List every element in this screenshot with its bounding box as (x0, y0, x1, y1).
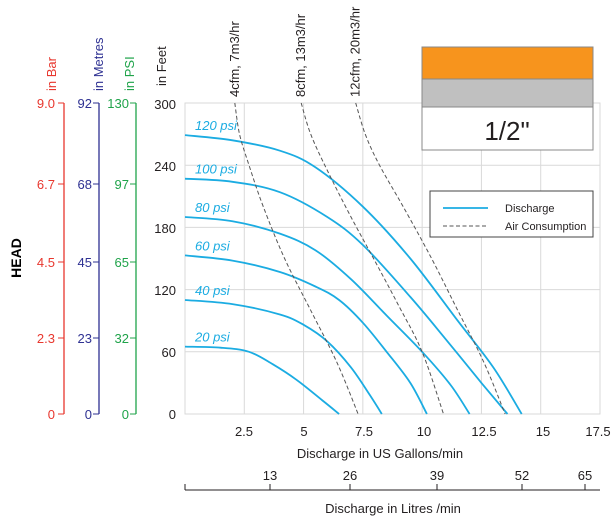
pressure-curve-label: 20 psi (194, 330, 231, 345)
psi-tick-label: 32 (115, 331, 129, 346)
lpm-tick-label: 13 (263, 468, 277, 483)
gpm-tick-label: 2.5 (235, 424, 253, 439)
feet-tick-label: 60 (162, 345, 176, 360)
lpm-tick-label: 65 (578, 468, 592, 483)
gpm-tick-label: 17.5 (585, 424, 610, 439)
air-curve-label: 8cfm, 13m3/hr (293, 13, 308, 97)
air-curve-12cfm-20m3-hr (355, 102, 506, 415)
size-badge: 1/2" (421, 46, 594, 151)
badge-size-label: 1/2" (484, 116, 529, 146)
pressure-curve-label: 40 psi (195, 283, 231, 298)
gpm-tick-label: 15 (536, 424, 550, 439)
psi-tick-label: 130 (107, 96, 129, 111)
discharge-curve-100-psi (184, 177, 509, 415)
lpm-tick-label: 26 (343, 468, 357, 483)
metres-tick-label: 23 (78, 331, 92, 346)
feet-axis-title: in Feet (154, 46, 169, 86)
gpm-tick-label: 5 (300, 424, 307, 439)
head-label: HEAD (8, 238, 24, 278)
curve-layer (184, 102, 523, 415)
legend-air-label: Air Consumption (505, 221, 586, 233)
feet-tick-label: 0 (169, 407, 176, 422)
psi-tick-label: 97 (115, 177, 129, 192)
air-curve-8cfm-13m3-hr (300, 102, 444, 415)
legend: Discharge Air Consumption (429, 190, 594, 238)
bar-tick-label: 4.5 (37, 255, 55, 270)
air-curve-4cfm-7m3-hr (234, 102, 359, 415)
metres-axis: in Metres 92 68 45 23 0 (78, 37, 106, 422)
metres-axis-title: in Metres (91, 37, 106, 91)
feet-axis: in Feet 300 240 180 120 60 0 (154, 46, 176, 422)
x-axis-lpm: 13 26 39 52 65 Discharge in Litres /min (184, 468, 600, 516)
badge-grey-band (421, 78, 594, 108)
metres-tick-label: 68 (78, 177, 92, 192)
gpm-axis-title: Discharge in US Gallons/min (297, 446, 463, 461)
pressure-curve-label: 60 psi (195, 238, 231, 253)
air-curve-label: 4cfm, 7m3/hr (227, 20, 242, 97)
x-axis-gpm: 2.5 5 7.5 10 12.5 15 17.5 Discharge in U… (235, 424, 611, 461)
feet-tick-label: 120 (154, 283, 176, 298)
psi-axis: in PSI 130 97 65 32 0 (107, 56, 137, 422)
bar-tick-label: 2.3 (37, 331, 55, 346)
feet-tick-label: 300 (154, 97, 176, 112)
feet-tick-label: 240 (154, 159, 176, 174)
metres-tick-label: 92 (78, 96, 92, 111)
curve-label-layer: 120 psi 100 psi 80 psi 60 psi 40 psi 20 psi 4c… (194, 6, 363, 345)
metres-tick-label: 45 (78, 255, 92, 270)
bar-axis-title: in Bar (44, 56, 59, 91)
badge-orange-band (421, 46, 594, 80)
psi-tick-label: 0 (122, 407, 129, 422)
pressure-curve-label: 120 psi (195, 118, 238, 133)
feet-tick-label: 180 (154, 221, 176, 236)
bar-tick-label: 9.0 (37, 96, 55, 111)
lpm-tick-label: 39 (430, 468, 444, 483)
psi-axis-title: in PSI (122, 56, 137, 91)
gpm-tick-label: 10 (417, 424, 431, 439)
bar-axis: in Bar 9.0 6.7 4.5 2.3 0 (37, 56, 65, 422)
lpm-tick-label: 52 (515, 468, 529, 483)
pressure-curve-label: 80 psi (195, 200, 231, 215)
legend-box (429, 190, 594, 238)
gpm-tick-label: 7.5 (355, 424, 373, 439)
metres-tick-label: 0 (85, 407, 92, 422)
legend-discharge-label: Discharge (505, 203, 555, 215)
bar-tick-label: 6.7 (37, 177, 55, 192)
psi-tick-label: 65 (115, 255, 129, 270)
discharge-curve-40-psi (184, 299, 383, 415)
lpm-axis-title: Discharge in Litres /min (325, 501, 461, 516)
discharge-curve-60-psi (184, 254, 428, 415)
bar-tick-label: 0 (48, 407, 55, 422)
discharge-curve-80-psi (184, 216, 471, 415)
discharge-curve-120-psi (184, 134, 523, 415)
pressure-curve-label: 100 psi (195, 162, 238, 177)
gpm-tick-label: 12.5 (471, 424, 496, 439)
air-curve-label: 12cfm, 20m3/hr (348, 6, 363, 97)
discharge-curve-20-psi (184, 345, 340, 415)
badge-label-box (421, 106, 594, 151)
